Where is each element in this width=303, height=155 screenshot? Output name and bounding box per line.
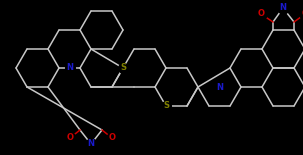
Text: N: N bbox=[66, 64, 74, 73]
Text: O: O bbox=[108, 133, 115, 142]
Text: S: S bbox=[120, 64, 126, 73]
Text: O: O bbox=[258, 9, 265, 18]
Text: N: N bbox=[88, 140, 95, 148]
Text: O: O bbox=[301, 9, 303, 18]
Text: O: O bbox=[66, 133, 74, 142]
Text: N: N bbox=[217, 82, 224, 91]
Text: S: S bbox=[163, 102, 169, 111]
Text: N: N bbox=[279, 4, 287, 13]
